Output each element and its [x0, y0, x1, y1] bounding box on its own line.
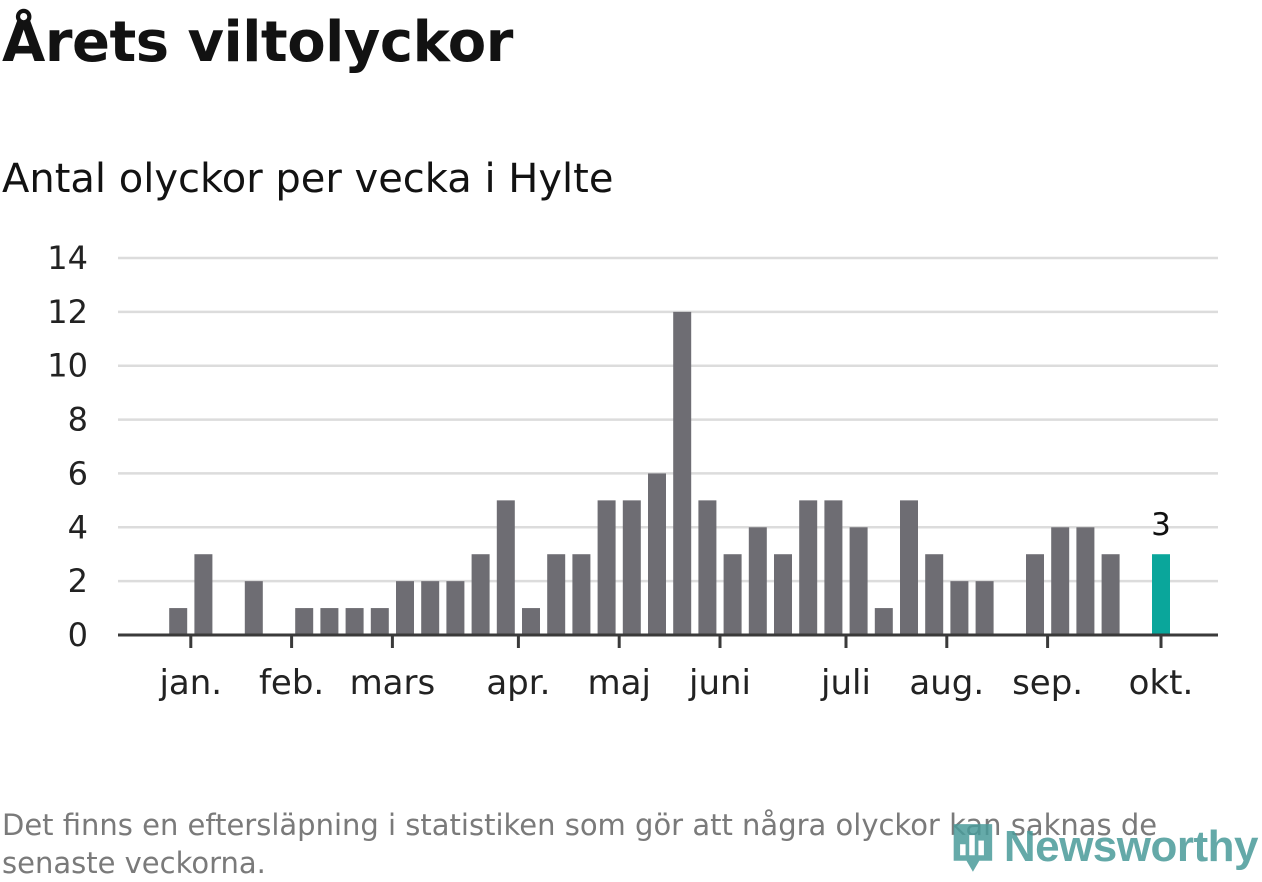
bar — [345, 608, 364, 635]
bar — [900, 500, 918, 635]
grid-layer — [118, 256, 1218, 583]
bar — [522, 608, 540, 635]
bar — [1026, 554, 1044, 635]
newsworthy-logo: Newsworthy — [950, 818, 1259, 876]
x-tick-label: mars — [350, 663, 436, 703]
x-tick-label: aug. — [909, 663, 984, 703]
bar — [1101, 554, 1120, 635]
bar — [446, 581, 465, 635]
logo-text: Newsworthy — [1003, 822, 1259, 871]
data-label: 3 — [1151, 507, 1171, 543]
bar — [874, 608, 893, 635]
bar — [547, 554, 566, 635]
bar — [1076, 527, 1095, 635]
chart-subtitle: Antal olyckor per vecka i Hylte — [2, 156, 614, 202]
bar — [925, 554, 944, 635]
x-tick-label: maj — [587, 663, 650, 703]
bar — [471, 554, 490, 635]
bar — [622, 500, 641, 635]
y-tick-label: 6 — [68, 454, 88, 492]
bar — [194, 554, 213, 635]
bar-highlight — [1152, 554, 1170, 635]
bar — [648, 473, 666, 635]
bar — [396, 581, 414, 635]
bar — [597, 500, 616, 635]
bar — [799, 500, 818, 635]
bar — [748, 527, 767, 635]
x-tick-label: juni — [688, 663, 751, 703]
bar — [320, 608, 339, 635]
bar — [824, 500, 843, 635]
y-tick-label: 10 — [47, 347, 88, 385]
x-tick-label: sep. — [1012, 663, 1083, 703]
bar — [244, 581, 263, 635]
x-tick-label: feb. — [259, 663, 324, 703]
bar — [849, 527, 868, 635]
y-tick-label: 4 — [68, 508, 88, 546]
y-tick-label: 14 — [47, 239, 88, 277]
y-tick-label: 0 — [68, 616, 88, 654]
bar — [295, 608, 314, 635]
bar — [975, 581, 994, 635]
bar — [723, 554, 742, 635]
bar — [673, 311, 692, 635]
bar-layer — [169, 311, 1170, 635]
bar — [370, 608, 389, 635]
bar — [572, 554, 591, 635]
chart-title: Årets viltolyckor — [2, 10, 513, 75]
bar-chart-pin-icon — [953, 824, 993, 872]
x-tick-label: jan. — [158, 663, 222, 703]
bar — [950, 581, 969, 635]
bar — [496, 500, 515, 635]
bar — [169, 608, 188, 635]
x-tick-label: juli — [820, 663, 871, 703]
y-tick-label: 12 — [47, 293, 88, 331]
bar — [774, 554, 792, 635]
bar-chart: 0 2 4 6 8 10 12 14 jan. feb. mars apr. maj juni juli au… — [47, 239, 1218, 703]
axis-layer — [118, 633, 1218, 648]
x-tick-label: apr. — [486, 663, 550, 703]
label-layer: 0 2 4 6 8 10 12 14 jan. feb. mars apr. maj juni juli au… — [47, 239, 1193, 703]
y-tick-label: 8 — [68, 401, 88, 439]
x-tick-label: okt. — [1129, 663, 1194, 703]
y-tick-label: 2 — [68, 562, 88, 600]
bar — [1051, 527, 1070, 635]
bar — [698, 500, 717, 635]
bar — [421, 581, 440, 635]
